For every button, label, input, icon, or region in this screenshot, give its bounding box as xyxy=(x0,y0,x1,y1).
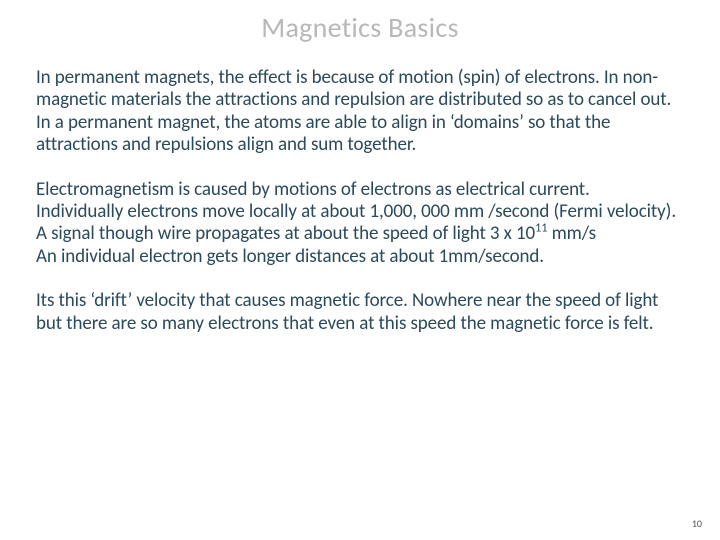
p2-line3b: mm/s xyxy=(547,222,596,245)
p2-exponent: 11 xyxy=(535,221,547,236)
p2-line2: Individually electrons move locally at a… xyxy=(36,200,676,223)
page-number: 10 xyxy=(692,517,702,530)
page-title: Magnetics Basics xyxy=(0,0,720,45)
p2-line4: An individual electron gets longer dista… xyxy=(36,245,544,268)
paragraph-1: In permanent magnets, the effect is beca… xyxy=(36,67,684,157)
p2-line3a: A signal though wire propagates at about… xyxy=(36,222,535,245)
paragraph-3: Its this ‘drift’ velocity that causes ma… xyxy=(36,290,684,335)
p2-line1: Electromagnetism is caused by motions of… xyxy=(36,178,590,201)
content-area: In permanent magnets, the effect is beca… xyxy=(0,45,720,335)
paragraph-2: Electromagnetism is caused by motions of… xyxy=(36,179,684,269)
